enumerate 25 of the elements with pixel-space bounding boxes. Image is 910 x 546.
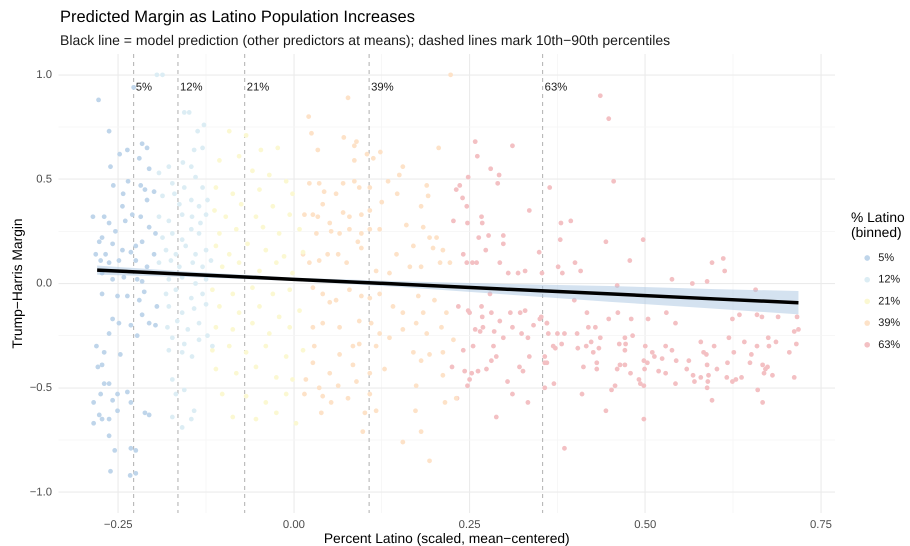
- x-tick-label: −0.25: [104, 518, 133, 531]
- legend-title: % Latino (binned): [851, 210, 906, 240]
- x-tick-label: 0.25: [458, 518, 481, 531]
- annotation: 5%: [136, 82, 152, 94]
- y-tick-label: 1.0: [36, 68, 52, 81]
- annotation: 12%: [180, 82, 203, 94]
- legend-label: 63%: [878, 338, 900, 351]
- annotation: 39%: [371, 82, 394, 94]
- chart-title: Predicted Margin as Latino Population Increases: [60, 8, 415, 27]
- chart-subtitle: Black line = model prediction (other predictors at means); dashed lines mark 10th−90th percentiles: [60, 32, 670, 48]
- y-tick-label: −0.5: [30, 382, 52, 394]
- annotation: 21%: [246, 82, 270, 94]
- legend-label: 39%: [878, 317, 900, 330]
- legend-label: 12%: [878, 274, 900, 286]
- y-tick-label: −1.0: [30, 486, 52, 498]
- x-axis-title: Percent Latino (scaled, mean−centered): [324, 530, 570, 546]
- x-tick-label: 0.75: [810, 518, 832, 531]
- y-tick-label: 0.5: [36, 173, 52, 186]
- y-axis-title: Trump−Harris Margin: [10, 218, 26, 349]
- x-tick-label: 0.00: [282, 518, 305, 531]
- legend-label: 5%: [878, 252, 894, 264]
- legend-label: 21%: [878, 295, 900, 308]
- annotation: 63%: [544, 82, 568, 94]
- x-tick-label: 0.50: [634, 518, 656, 531]
- y-tick-label: 0.0: [36, 278, 52, 290]
